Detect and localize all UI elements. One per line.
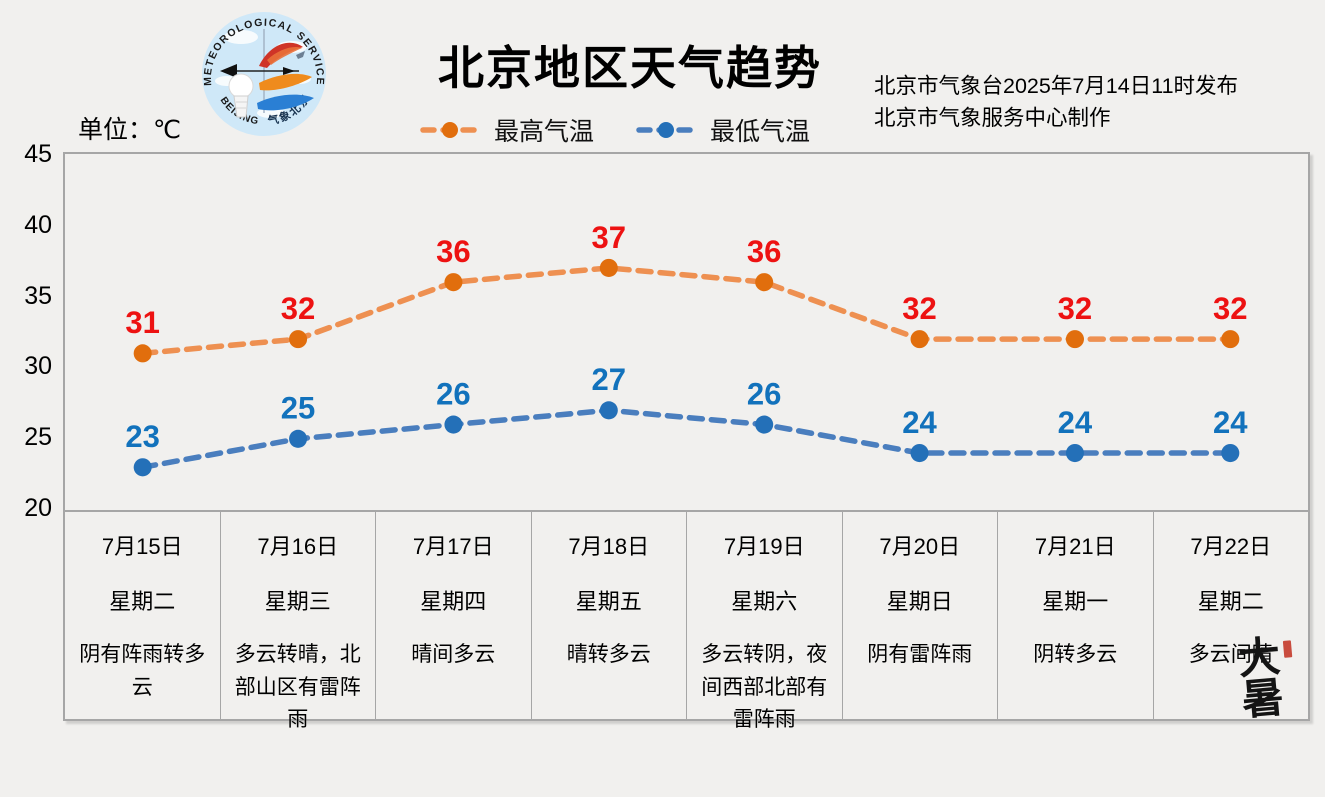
day-cell-6: 7月20日星期日阴有雷阵雨 — [843, 512, 998, 719]
day-date: 7月20日 — [879, 534, 961, 559]
day-date: 7月21日 — [1034, 534, 1116, 559]
low-temp-value-label: 24 — [1213, 405, 1248, 440]
day-weekday: 星期六 — [731, 589, 798, 614]
y-axis-tick-label: 30 — [24, 352, 52, 381]
day-date: 7月17日 — [412, 534, 494, 559]
y-axis-tick-label: 20 — [24, 494, 52, 522]
day-weekday: 星期二 — [1197, 589, 1264, 614]
day-date: 7月15日 — [101, 534, 183, 559]
legend-item-low: 最低气温 — [636, 112, 810, 148]
day-cell-5: 7月19日星期六多云转阴，夜间西部北部有雷阵雨 — [687, 512, 843, 731]
high-temp-marker — [755, 273, 774, 292]
stamp-seal-icon — [1282, 639, 1293, 658]
day-cell-2: 7月16日星期三多云转晴，北部山区有雷阵雨 — [221, 512, 376, 731]
legend-swatch-low — [636, 122, 696, 138]
y-axis-tick-label: 35 — [24, 281, 52, 310]
legend-swatch-high — [420, 122, 480, 138]
day-date: 7月16日 — [257, 534, 339, 559]
high-temp-value-label: 36 — [436, 234, 471, 269]
high-temp-marker — [1065, 330, 1084, 349]
day-weather: 多云转晴，北部山区有雷阵雨 — [234, 643, 361, 732]
chart-wrapper: 31 32 36 37 36 32 32 32 23 25 26 27 26 24 24 24 7月15日星期… — [63, 152, 1310, 731]
stamp-char: 暑 — [1239, 672, 1286, 725]
logo-emblem — [220, 29, 314, 118]
low-temp-marker — [755, 415, 774, 434]
low-temp-marker — [289, 429, 308, 448]
low-temp-marker — [910, 443, 929, 463]
plot-area: 31 32 36 37 36 32 32 32 23 25 26 27 26 24 24 24 — [65, 154, 1308, 512]
day-weekday: 星期日 — [886, 589, 953, 614]
day-table: 7月15日 星期二 阴有阵雨转多云 7月16日 星期三 多云转晴，北部山区有雷阵雨 7月17… — [65, 512, 1309, 731]
issued-by: 北京市气象台2025年7月14日11时发布 北京市气象服务中心制作 — [874, 70, 1238, 135]
low-temp-value-label: 23 — [125, 419, 160, 454]
low-temp-marker — [599, 401, 618, 420]
solar-term-stamp: 大暑 — [1236, 631, 1293, 725]
day-weekday: 星期三 — [264, 589, 331, 614]
high-temp-value-label: 37 — [592, 220, 627, 255]
day-weather: 晴转多云 — [566, 643, 651, 666]
day-weather: 多云转阴，夜间西部北部有雷阵雨 — [701, 643, 828, 732]
legend: 最高气温 最低气温 — [380, 112, 850, 148]
temp-chart-svg: 31 32 36 37 36 32 32 32 23 25 26 27 26 24 24 24 — [125, 220, 1248, 477]
logo-plane-icon — [296, 51, 305, 59]
high-temp-marker — [599, 258, 618, 277]
legend-item-high: 最高气温 — [420, 112, 594, 148]
day-weather: 晴间多云 — [411, 643, 496, 666]
low-temp-value-label: 26 — [747, 376, 782, 411]
unit-label: 单位：℃ — [78, 116, 182, 144]
day-weather: 阴有雷阵雨 — [867, 643, 973, 666]
page-title: 北京地区天气趋势 — [438, 42, 822, 94]
day-weather: 多云间晴 — [1188, 643, 1273, 666]
day-weekday: 星期四 — [420, 589, 487, 614]
day-weather: 阴转多云 — [1033, 643, 1118, 666]
legend-label-high: 最高气温 — [493, 118, 594, 146]
high-temp-value-label: 36 — [747, 234, 782, 269]
day-cell-4: 7月18日星期五晴转多云 — [532, 512, 687, 719]
day-cell-8: 7月22日星期二多云间晴大暑 — [1154, 512, 1309, 725]
low-legend-dot-icon — [658, 122, 674, 138]
y-axis: 45 40 35 30 25 20 — [0, 0, 52, 797]
high-temp-value-label: 32 — [1058, 291, 1093, 326]
low-temp-marker — [444, 415, 463, 434]
day-cell-3: 7月17日星期四晴间多云 — [376, 512, 532, 719]
high-temp-marker — [133, 344, 152, 363]
high-temp-marker — [1221, 330, 1240, 349]
day-date: 7月22日 — [1190, 534, 1272, 559]
day-cell-7: 7月21日星期一阴转多云 — [998, 512, 1154, 719]
day-cell-1: 7月15日星期二阴有阵雨转多云 — [65, 512, 221, 719]
high-temp-marker — [444, 273, 463, 292]
issued-line-1: 北京市气象台2025年7月14日11时发布 — [874, 74, 1239, 98]
day-weekday: 星期一 — [1042, 589, 1109, 614]
day-date: 7月19日 — [723, 534, 805, 559]
y-axis-tick-label: 45 — [24, 140, 52, 168]
day-weekday: 星期五 — [575, 589, 642, 614]
high-temp-value-label: 32 — [1213, 291, 1248, 326]
y-axis-tick-label: 40 — [24, 210, 52, 239]
low-temp-value-label: 25 — [281, 391, 316, 426]
high-legend-dot-icon — [441, 122, 458, 138]
day-weekday: 星期二 — [109, 589, 176, 614]
low-temp-marker — [1065, 443, 1084, 463]
high-temp-value-label: 31 — [125, 305, 160, 340]
low-temp-value-label: 27 — [592, 362, 627, 397]
low-temp-value-label: 24 — [902, 405, 937, 440]
legend-label-low: 最低气温 — [710, 118, 811, 146]
y-axis-tick-label: 25 — [24, 423, 52, 452]
beijing-meteorological-service-logo: METEOROLOGICAL SERVICE BEIJING 气象北京 — [202, 12, 326, 136]
low-temp-marker — [133, 458, 152, 477]
high-temp-line — [139, 265, 1234, 357]
low-temp-value-label: 26 — [436, 376, 471, 411]
low-temp-marker — [1221, 443, 1240, 463]
issued-line-2: 北京市气象服务中心制作 — [874, 106, 1111, 131]
day-weather: 阴有阵雨转多云 — [79, 643, 206, 699]
low-temp-value-label: 24 — [1058, 405, 1093, 440]
low-temp-line — [139, 407, 1234, 471]
day-date: 7月18日 — [568, 534, 650, 559]
high-temp-marker — [289, 330, 308, 349]
high-temp-value-label: 32 — [281, 291, 316, 326]
high-temp-marker — [910, 330, 929, 349]
high-temp-value-label: 32 — [902, 291, 937, 326]
